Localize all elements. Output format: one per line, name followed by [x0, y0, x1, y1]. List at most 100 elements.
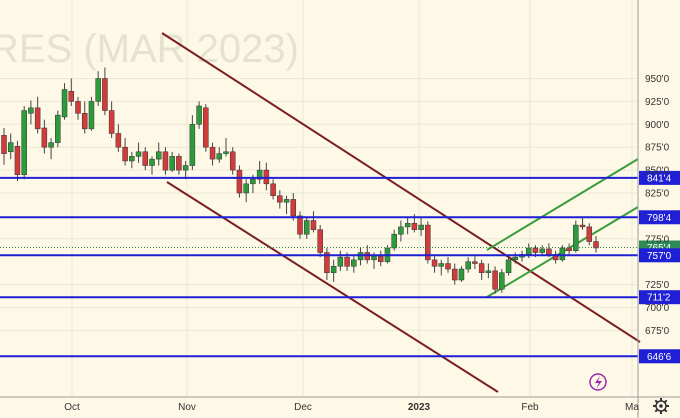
- candle: [135, 142, 142, 163]
- candle-body: [297, 215, 303, 235]
- candle-body: [593, 241, 599, 249]
- candle: [223, 138, 229, 157]
- candle-body: [223, 151, 229, 154]
- candle: [398, 220, 404, 242]
- price-tick-label: 825'0: [645, 189, 670, 200]
- candle-body: [14, 146, 21, 175]
- candle: [438, 259, 445, 276]
- candle-body: [344, 256, 350, 267]
- candle-body: [573, 224, 579, 251]
- candle-body: [465, 261, 471, 270]
- settings-gear-icon[interactable]: [653, 398, 669, 414]
- price-tick-label: 950'0: [645, 74, 670, 85]
- candle: [458, 266, 465, 282]
- candle-body: [28, 107, 34, 114]
- candle-body: [129, 156, 135, 162]
- candle-body: [566, 247, 572, 251]
- candle-body: [546, 248, 552, 255]
- candle: [552, 250, 559, 264]
- candle: [485, 263, 492, 279]
- price-tick-label: 775'0: [645, 234, 670, 245]
- trend-lines: [161, 32, 641, 393]
- candle: [566, 243, 572, 255]
- candle: [68, 78, 75, 106]
- candle: [290, 193, 297, 221]
- candle: [189, 115, 196, 171]
- candle-body: [458, 268, 465, 281]
- candle-body: [48, 142, 54, 148]
- candle: [229, 147, 236, 175]
- candle: [297, 211, 303, 239]
- candle-body: [586, 226, 593, 242]
- candle-body: [142, 151, 149, 166]
- candle: [95, 71, 101, 106]
- time-tick-label: Oct: [64, 402, 80, 413]
- candle: [7, 133, 14, 160]
- candle-body: [525, 247, 532, 255]
- candle-body: [203, 107, 209, 148]
- candle-body: [176, 156, 182, 171]
- candle: [162, 147, 169, 175]
- price-tick-label: 725'0: [645, 280, 670, 291]
- candle: [256, 160, 263, 184]
- price-level: 841'4: [0, 170, 680, 185]
- candle: [579, 217, 586, 230]
- candle-body: [229, 151, 236, 171]
- time-tick-label: Ma: [625, 402, 639, 413]
- candle: [472, 256, 478, 270]
- candle-body: [189, 124, 196, 166]
- candle: [75, 96, 81, 120]
- candle: [176, 153, 182, 175]
- candle-body: [532, 247, 539, 253]
- candle-body: [377, 255, 384, 262]
- candle-body: [391, 233, 397, 249]
- candle: [209, 142, 216, 166]
- candle: [21, 105, 27, 180]
- price-tick-label: 925'0: [645, 97, 670, 108]
- candle-body: [438, 263, 445, 267]
- candle-body: [283, 199, 290, 203]
- candle-body: [559, 247, 566, 261]
- candle-body: [34, 107, 41, 130]
- candle-body: [55, 114, 61, 143]
- candle-body: [425, 224, 431, 261]
- candle-body: [512, 256, 519, 261]
- candle: [236, 165, 243, 198]
- candle: [505, 257, 512, 276]
- candle-body: [169, 156, 175, 171]
- candle: [465, 257, 471, 273]
- candle-body: [182, 165, 189, 171]
- candle: [324, 247, 330, 281]
- candle-body: [88, 101, 95, 130]
- candle-body: [1, 135, 7, 154]
- candle-body: [303, 220, 310, 235]
- candle-body: [61, 89, 68, 118]
- candle: [169, 151, 175, 172]
- level-badge: [639, 210, 680, 225]
- candle: [586, 223, 593, 246]
- price-tick-label: 675'0: [645, 326, 670, 337]
- candle: [122, 138, 128, 166]
- candle-body: [351, 259, 357, 267]
- candle: [418, 217, 424, 237]
- candle: [499, 269, 505, 293]
- time-tick-label: Nov: [178, 402, 196, 413]
- chart-watermark: RES (MAR 2023): [0, 27, 299, 71]
- candle: [559, 245, 566, 262]
- candle-body: [108, 110, 115, 134]
- candle-body: [371, 255, 377, 261]
- level-badge: [639, 170, 680, 185]
- candle-body: [330, 266, 337, 273]
- candle-body: [277, 195, 283, 203]
- candle-body: [256, 169, 263, 180]
- candle-body: [68, 91, 75, 102]
- candle-body: [404, 222, 411, 228]
- candle-body: [539, 248, 545, 253]
- candle: [492, 266, 498, 294]
- lightning-icon[interactable]: [589, 373, 607, 391]
- candle: [243, 179, 249, 203]
- candle-body: [236, 169, 243, 194]
- candle: [478, 259, 485, 281]
